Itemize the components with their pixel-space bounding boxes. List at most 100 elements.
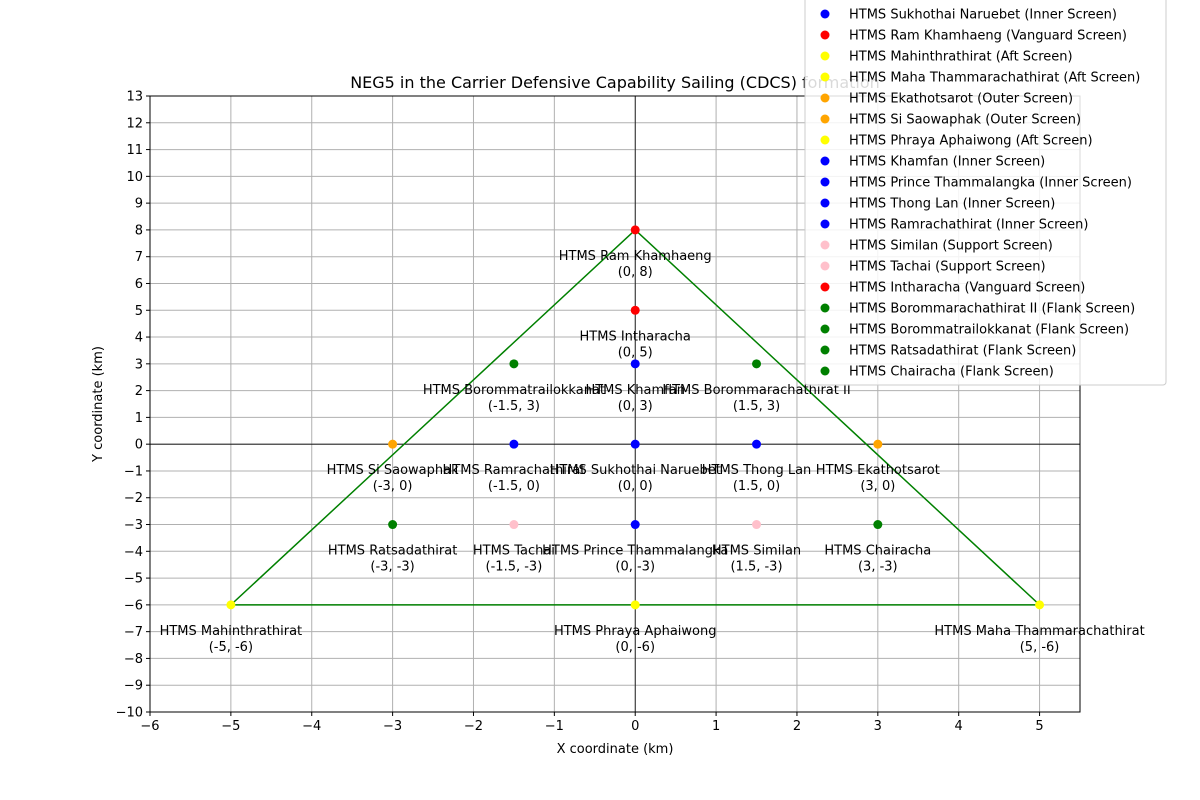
ship-label-coord: (-5, -6) (209, 640, 253, 655)
ship-label-coord: (3, 0) (860, 479, 895, 494)
x-tick-label: 5 (1035, 719, 1043, 734)
legend-marker (820, 72, 830, 82)
legend-marker (820, 240, 830, 250)
ship-label-coord: (0, 3) (618, 399, 653, 414)
ship-label-coord: (0, 0) (618, 479, 653, 494)
ship-point (226, 600, 236, 610)
y-tick-label: −8 (124, 652, 143, 667)
y-tick-label: 8 (135, 223, 143, 238)
ship-label-coord: (0, 5) (618, 345, 653, 360)
ship-label-name: HTMS Intharacha (580, 329, 691, 344)
legend-entry: HTMS Intharacha (Vanguard Screen) (849, 281, 1085, 296)
ship-point (630, 359, 640, 369)
legend-marker (820, 93, 830, 103)
y-tick-label: 10 (126, 170, 143, 185)
ship-label-name: HTMS Sukhothai Naruebet (550, 463, 721, 478)
y-tick-label: 2 (135, 384, 143, 399)
y-tick-label: −9 (124, 679, 143, 694)
chart-title: NEG5 in the Carrier Defensive Capability… (350, 73, 880, 92)
ship-label-name: HTMS Khamfan (585, 383, 685, 398)
y-tick-label: −5 (124, 572, 143, 587)
ship-point (630, 225, 640, 235)
legend-box (804, 0, 1167, 386)
ship-point (752, 520, 762, 530)
ship-label-coord: (0, -6) (615, 640, 655, 655)
x-tick-label: −2 (464, 719, 483, 734)
y-tick-label: 0 (135, 438, 143, 453)
y-tick-label: 1 (135, 411, 143, 426)
ship-label-coord: (3, -3) (858, 560, 898, 575)
ship-label-name: HTMS Chairacha (824, 544, 931, 559)
ship-label-name: HTMS Prince Thammalangka (542, 544, 728, 559)
legend-marker (820, 9, 830, 19)
y-tick-label: 11 (126, 143, 143, 158)
ship-point (509, 520, 519, 530)
ship-label-name: HTMS Ekathotsarot (816, 463, 940, 478)
x-tick-label: −4 (302, 719, 321, 734)
ship-point (630, 600, 640, 610)
legend-marker (820, 366, 830, 376)
ship-label-name: HTMS Ram Khamhaeng (559, 249, 712, 264)
legend-marker (820, 51, 830, 61)
plot-frame (149, 95, 1081, 713)
legend-entry: HTMS Similan (Support Screen) (849, 239, 1053, 254)
x-tick-label: −1 (545, 719, 564, 734)
ship-label-coord: (5, -6) (1020, 640, 1060, 655)
y-tick-label: −7 (124, 625, 143, 640)
y-tick-label: −4 (124, 545, 143, 560)
ship-label-name: HTMS Tachai (473, 544, 555, 559)
ship-label-coord: (1.5, 0) (733, 479, 780, 494)
y-tick-label: −3 (124, 518, 143, 533)
ship-label-coord: (1.5, -3) (730, 560, 782, 575)
y-tick-label: 7 (135, 250, 143, 265)
legend-marker (820, 198, 830, 208)
legend-marker (820, 156, 830, 166)
ship-point (388, 520, 398, 530)
legend-entry: HTMS Tachai (Support Screen) (849, 260, 1046, 275)
axis-ticks: −6 −5 −4 −3 −2 −1 0 1 2 3 4 5−10−9−8−7−6−5−4−3−2−10… (116, 90, 1044, 735)
ship-label-coord: (-3, 0) (373, 479, 413, 494)
ship-label-name: HTMS Borommatrailokkanat (423, 383, 605, 398)
y-tick-label: 9 (135, 197, 143, 212)
y-tick-label: −6 (124, 598, 143, 613)
x-tick-label: −6 (140, 719, 159, 734)
x-tick-label: 0 (631, 719, 639, 734)
y-tick-label: 12 (126, 116, 143, 131)
legend-entry: HTMS Prince Thammalangka (Inner Screen) (849, 176, 1132, 191)
legend-entry: HTMS Ratsadathirat (Flank Screen) (849, 344, 1076, 359)
legend-entry: HTMS Khamfan (Inner Screen) (849, 155, 1045, 170)
y-tick-label: −1 (124, 464, 143, 479)
ship-label-coord: (-1.5, -3) (486, 560, 543, 575)
legend-entry: HTMS Ramrachathirat (Inner Screen) (849, 218, 1088, 233)
ship-point (752, 439, 762, 449)
x-axis-label: X coordinate (km) (557, 742, 674, 757)
ship-label-name: HTMS Phraya Aphaiwong (554, 624, 717, 639)
legend-entry: HTMS Borommatrailokkanat (Flank Screen) (849, 323, 1129, 338)
legend-marker (820, 345, 830, 355)
legend-entry: HTMS Sukhothai Naruebet (Inner Screen) (849, 8, 1117, 23)
ship-point (752, 359, 762, 369)
ship-point (1035, 600, 1045, 610)
x-tick-label: 2 (793, 719, 801, 734)
legend-marker (820, 261, 830, 271)
x-tick-label: 1 (712, 719, 720, 734)
ship-point (630, 439, 640, 449)
legend-entry: HTMS Borommarachathirat II (Flank Screen… (849, 302, 1135, 317)
y-tick-label: −10 (116, 706, 143, 721)
legend-entry: HTMS Thong Lan (Inner Screen) (849, 197, 1055, 212)
ship-point (630, 520, 640, 530)
x-tick-label: 4 (955, 719, 963, 734)
legend-marker (820, 177, 830, 187)
y-tick-label: 5 (135, 304, 143, 319)
legend-marker (820, 282, 830, 292)
y-tick-label: 3 (135, 357, 143, 372)
legend-entry: HTMS Chairacha (Flank Screen) (849, 365, 1054, 380)
legend-entry: HTMS Si Saowaphak (Outer Screen) (849, 113, 1081, 128)
y-tick-label: 4 (135, 331, 143, 346)
ship-label-name: HTMS Thong Lan (702, 463, 812, 478)
ship-point (509, 359, 519, 369)
ship-label-name: HTMS Ratsadathirat (328, 544, 457, 559)
legend-entry: HTMS Ekathotsarot (Outer Screen) (849, 92, 1073, 107)
ship-point (630, 305, 640, 315)
